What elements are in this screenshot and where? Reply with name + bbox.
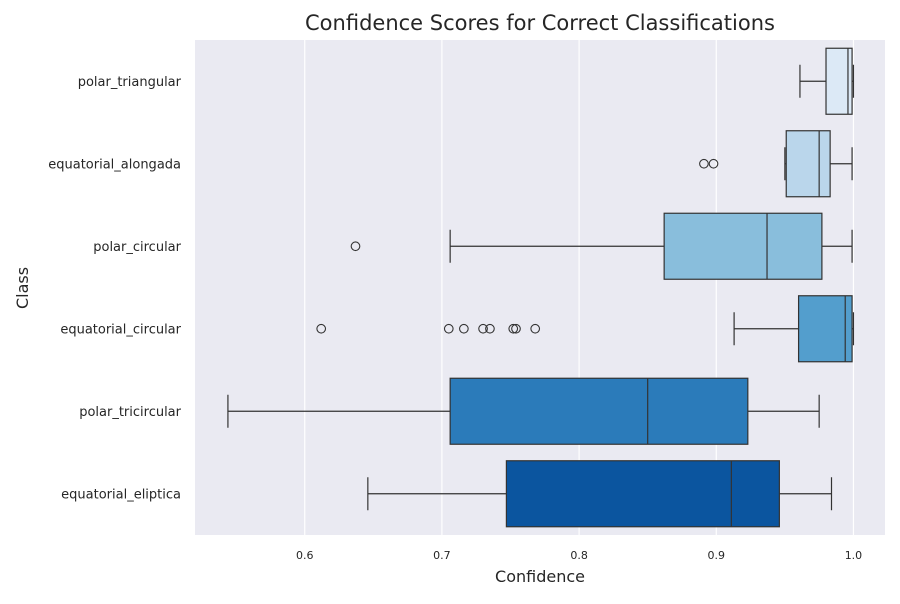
y-axis-label: Class xyxy=(13,267,32,309)
box-group xyxy=(367,460,833,528)
outlier-point xyxy=(350,241,361,252)
box-iqr xyxy=(797,295,853,363)
y-tick-label: polar_tricircular xyxy=(79,405,181,420)
box-iqr xyxy=(449,377,749,445)
x-tick-label: 0.8 xyxy=(570,549,588,562)
outlier-point xyxy=(485,323,495,334)
y-tick-label: equatorial_eliptica xyxy=(61,487,181,502)
y-tick-label: polar_circular xyxy=(93,240,181,255)
x-tick-label: 0.7 xyxy=(433,549,451,562)
outlier-point xyxy=(708,158,719,169)
outlier-point xyxy=(316,323,327,334)
outlier-point xyxy=(530,323,541,334)
outlier-point xyxy=(443,323,454,334)
y-tick-label: polar_triangular xyxy=(78,75,182,90)
outlier-point xyxy=(459,323,469,334)
outlier-point xyxy=(478,323,488,334)
grid-layer xyxy=(304,40,855,535)
x-tick-label: 1.0 xyxy=(845,549,863,562)
box-group xyxy=(699,130,853,198)
box-iqr xyxy=(663,212,823,280)
box-group xyxy=(227,377,820,445)
tick-layer: 0.6 0.7 0.8 0.9 1.0 polar_triangular equatoria… xyxy=(48,75,862,562)
y-tick-label: equatorial_alongada xyxy=(48,157,181,172)
y-tick-label: equatorial_circular xyxy=(60,322,181,337)
outlier-point xyxy=(508,323,519,334)
x-axis-label: Confidence xyxy=(495,567,585,586)
box-group xyxy=(350,212,853,280)
x-tick-label: 0.9 xyxy=(708,549,726,562)
x-tick-label: 0.6 xyxy=(296,549,314,562)
outlier-point xyxy=(699,158,709,169)
box-group xyxy=(799,47,855,115)
box-layer xyxy=(227,47,855,528)
box-iqr xyxy=(785,130,831,198)
box-group xyxy=(316,295,855,363)
outlier-point xyxy=(511,323,521,334)
chart-title: Confidence Scores for Correct Classifica… xyxy=(305,11,775,35)
plot-background xyxy=(195,40,885,535)
box-iqr xyxy=(505,460,780,528)
